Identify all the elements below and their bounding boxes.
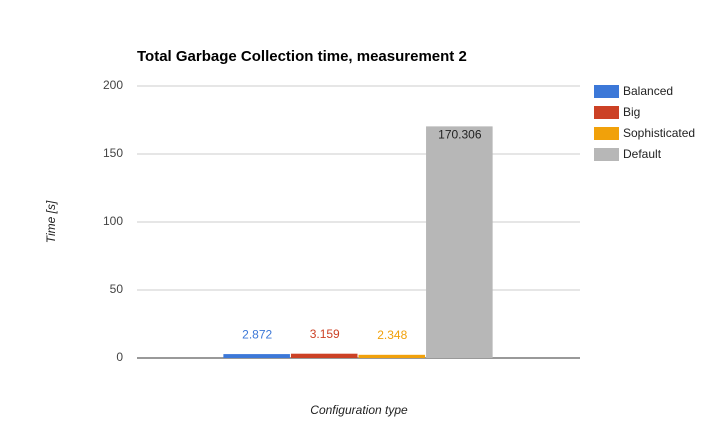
legend-label: Default — [623, 147, 662, 161]
legend-swatch — [594, 85, 619, 98]
bar — [358, 354, 426, 358]
legend-label: Sophisticated — [623, 126, 695, 140]
data-label: 170.306 — [438, 128, 482, 142]
legend-swatch — [594, 106, 619, 119]
data-label: 3.159 — [310, 327, 340, 341]
x-axis-title: Configuration type — [310, 403, 408, 417]
y-tick-label: 200 — [103, 78, 123, 92]
chart-title: Total Garbage Collection time, measureme… — [137, 48, 467, 65]
data-label: 2.872 — [242, 327, 272, 341]
bar — [290, 353, 358, 358]
y-tick-label: 100 — [103, 214, 123, 228]
legend-swatch — [594, 148, 619, 161]
legend-label: Big — [623, 105, 640, 119]
legend-swatch — [594, 127, 619, 140]
data-label: 2.348 — [377, 328, 407, 342]
y-axis-title: Time [s] — [44, 200, 58, 243]
y-tick-label: 150 — [103, 146, 123, 160]
bar — [426, 126, 493, 358]
y-tick-label: 50 — [110, 282, 124, 296]
bar — [223, 354, 290, 358]
legend-label: Balanced — [623, 84, 673, 98]
y-tick-label: 0 — [116, 350, 123, 364]
